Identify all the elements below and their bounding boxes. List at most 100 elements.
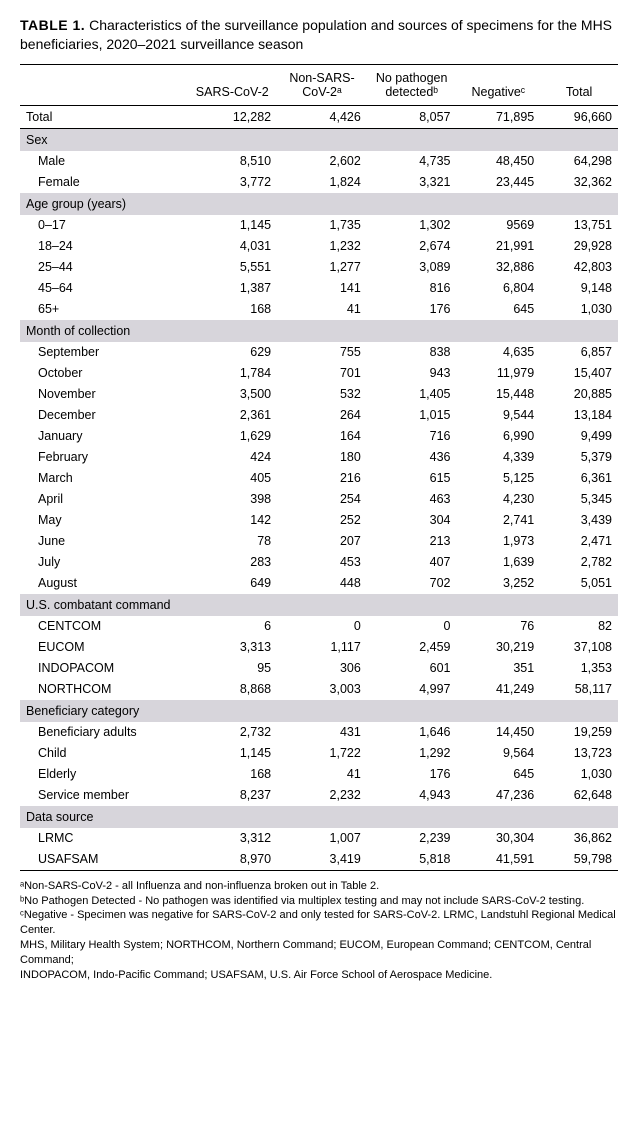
cell-value: 78 — [187, 531, 277, 552]
cell-value: 0 — [277, 616, 367, 637]
row-label: June — [20, 531, 187, 552]
row-label: October — [20, 363, 187, 384]
col-header: Negativeᶜ — [457, 64, 541, 105]
cell-value: 306 — [277, 658, 367, 679]
cell-value: 0 — [367, 616, 457, 637]
section-header: Data source — [20, 806, 618, 828]
cell-value: 716 — [367, 426, 457, 447]
cell-value: 1,030 — [540, 764, 618, 785]
cell-value: 1,145 — [187, 215, 277, 236]
table-head: SARS-CoV-2Non-SARS-CoV-2ᵃNo pathogen det… — [20, 64, 618, 105]
cell-value: 207 — [277, 531, 367, 552]
cell-value: 1,007 — [277, 828, 367, 849]
cell-value: 9,544 — [457, 405, 541, 426]
cell-value: 3,419 — [277, 849, 367, 871]
cell-value: 216 — [277, 468, 367, 489]
cell-value: 14,450 — [457, 722, 541, 743]
table-caption: TABLE 1. Characteristics of the surveill… — [20, 16, 618, 54]
cell-value: 2,239 — [367, 828, 457, 849]
cell-value: 141 — [277, 278, 367, 299]
cell-value: 5,379 — [540, 447, 618, 468]
cell-value: 702 — [367, 573, 457, 594]
cell-value: 2,732 — [187, 722, 277, 743]
cell-value: 254 — [277, 489, 367, 510]
section-header: U.S. combatant command — [20, 594, 618, 616]
cell-value: 4,735 — [367, 151, 457, 172]
cell-value: 9569 — [457, 215, 541, 236]
cell-value: 176 — [367, 299, 457, 320]
row-label: August — [20, 573, 187, 594]
cell-value: 615 — [367, 468, 457, 489]
table-row: April3982544634,2305,345 — [20, 489, 618, 510]
cell-value: 1,117 — [277, 637, 367, 658]
table-row: September6297558384,6356,857 — [20, 342, 618, 363]
cell-value: 1,292 — [367, 743, 457, 764]
table-row: Male8,5102,6024,73548,45064,298 — [20, 151, 618, 172]
table-row: Female3,7721,8243,32123,44532,362 — [20, 172, 618, 193]
cell-value: 5,551 — [187, 257, 277, 278]
cell-value: 9,148 — [540, 278, 618, 299]
section-header: Age group (years) — [20, 193, 618, 215]
cell-value: 59,798 — [540, 849, 618, 871]
cell-value: 4,943 — [367, 785, 457, 806]
cell-value: 8,510 — [187, 151, 277, 172]
row-label: July — [20, 552, 187, 573]
cell-value: 4,230 — [457, 489, 541, 510]
cell-value: 436 — [367, 447, 457, 468]
cell-value: 32,886 — [457, 257, 541, 278]
cell-value: 96,660 — [540, 105, 618, 128]
cell-value: 6,857 — [540, 342, 618, 363]
cell-value: 12,282 — [187, 105, 277, 128]
cell-value: 4,426 — [277, 105, 367, 128]
cell-value: 701 — [277, 363, 367, 384]
cell-value: 8,970 — [187, 849, 277, 871]
table-row: Child1,1451,7221,2929,56413,723 — [20, 743, 618, 764]
cell-value: 1,973 — [457, 531, 541, 552]
cell-value: 755 — [277, 342, 367, 363]
cell-value: 6 — [187, 616, 277, 637]
table-row: 45–641,3871418166,8049,148 — [20, 278, 618, 299]
cell-value: 176 — [367, 764, 457, 785]
row-label: December — [20, 405, 187, 426]
table-row: November3,5005321,40515,44820,885 — [20, 384, 618, 405]
cell-value: 1,353 — [540, 658, 618, 679]
cell-value: 3,772 — [187, 172, 277, 193]
cell-value: 5,125 — [457, 468, 541, 489]
col-header: No pathogen detectedᵇ — [367, 64, 457, 105]
table-row: USAFSAM8,9703,4195,81841,59159,798 — [20, 849, 618, 871]
cell-value: 283 — [187, 552, 277, 573]
cell-value: 9,564 — [457, 743, 541, 764]
cell-value: 213 — [367, 531, 457, 552]
table-row: Total12,2824,4268,05771,89596,660 — [20, 105, 618, 128]
cell-value: 1,277 — [277, 257, 367, 278]
cell-value: 8,868 — [187, 679, 277, 700]
cell-value: 48,450 — [457, 151, 541, 172]
row-label: Male — [20, 151, 187, 172]
cell-value: 13,751 — [540, 215, 618, 236]
row-label: USAFSAM — [20, 849, 187, 871]
row-label: 25–44 — [20, 257, 187, 278]
cell-value: 816 — [367, 278, 457, 299]
cell-value: 3,313 — [187, 637, 277, 658]
cell-value: 649 — [187, 573, 277, 594]
table-row: December2,3612641,0159,54413,184 — [20, 405, 618, 426]
cell-value: 8,057 — [367, 105, 457, 128]
cell-value: 5,345 — [540, 489, 618, 510]
cell-value: 1,232 — [277, 236, 367, 257]
table-label: TABLE 1. — [20, 17, 85, 33]
cell-value: 168 — [187, 299, 277, 320]
cell-value: 3,312 — [187, 828, 277, 849]
cell-value: 1,784 — [187, 363, 277, 384]
row-label: EUCOM — [20, 637, 187, 658]
row-label: January — [20, 426, 187, 447]
cell-value: 1,722 — [277, 743, 367, 764]
cell-value: 2,674 — [367, 236, 457, 257]
cell-value: 8,237 — [187, 785, 277, 806]
cell-value: 2,459 — [367, 637, 457, 658]
row-label: CENTCOM — [20, 616, 187, 637]
row-label: Beneficiary adults — [20, 722, 187, 743]
cell-value: 4,635 — [457, 342, 541, 363]
cell-value: 304 — [367, 510, 457, 531]
cell-value: 29,928 — [540, 236, 618, 257]
cell-value: 76 — [457, 616, 541, 637]
